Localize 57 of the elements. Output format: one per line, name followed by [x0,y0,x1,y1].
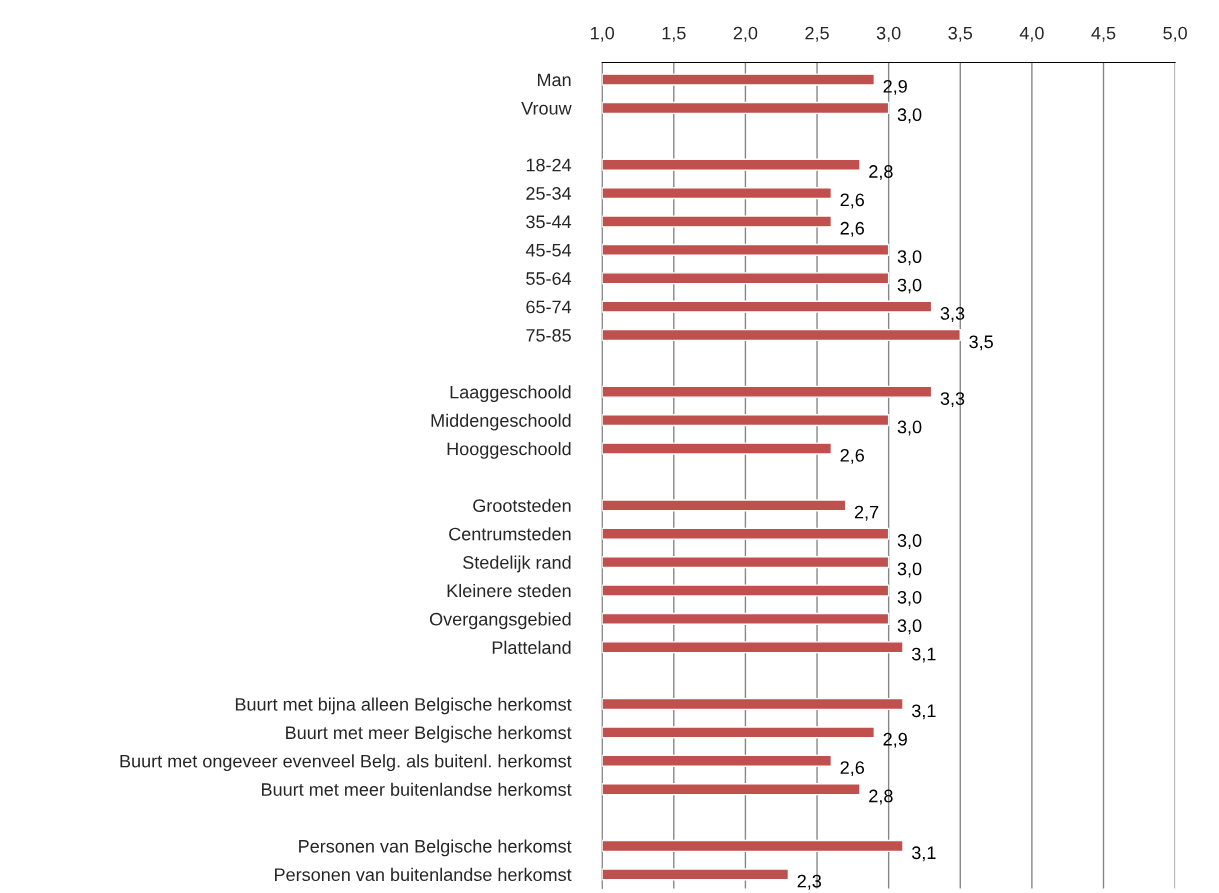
x-tick-label: 3,5 [948,26,973,42]
data-label: 2,6 [840,193,864,209]
y-tick-label: Grootsteden [473,498,571,513]
x-tick-label: 2,0 [733,26,758,42]
data-label: 3,0 [897,250,922,266]
data-label: 3,0 [897,534,922,550]
data-label: 2,8 [869,165,893,181]
data-label: 3,0 [897,562,922,578]
data-label: 2,9 [883,79,907,95]
y-tick-label: Personen van Belgische herkomst [299,839,572,857]
data-label: 2,8 [869,789,893,805]
data-label: 3,0 [897,619,922,635]
data-label: 3,0 [897,108,922,124]
x-tick-label: 4,0 [1019,26,1044,42]
data-label: 3,1 [912,704,936,720]
y-tick-label: Platteland [492,640,571,654]
y-tick-label: Man [537,73,571,87]
y-tick-label: Vrouw [521,102,572,115]
x-tick-label: 2,5 [805,26,829,42]
y-tick-label: Stedelijk rand [463,555,571,573]
y-tick-label: Personen van buitenlandse herkomst [275,867,572,882]
data-label: 3,0 [897,278,922,294]
y-tick-label: Buurt met meer Belgische herkomst [286,725,572,743]
x-tick-label: 1,0 [591,26,615,42]
x-tick-label: 3,0 [876,26,901,42]
data-label: 2,6 [840,221,864,237]
x-tick-label: 5,0 [1163,26,1187,42]
y-tick-label: 55-64 [526,272,572,285]
data-label: 3,3 [940,392,965,408]
y-tick-label: 45-54 [525,243,572,257]
data-label: 3,5 [969,335,993,351]
data-label: 3,0 [897,420,922,436]
y-tick-label: 25-34 [526,187,572,200]
y-tick-label: 65-74 [526,300,572,314]
y-tick-label: 75-85 [526,328,571,342]
y-tick-label: Laaggeschoold [450,385,571,403]
y-tick-label: Buurt met ongeveer evenveel Belg. als buitenl. herkomst [120,754,572,772]
y-tick-label: 18-24 [526,158,572,172]
y-tick-label: 35-44 [526,215,572,229]
data-label: 3,3 [940,307,965,322]
y-tick-label: Overgangsgebied [429,612,571,630]
y-tick-label: Centrumsteden [449,527,571,541]
data-label: 2,6 [840,761,864,777]
y-tick-label: Middengeschoold [431,413,571,431]
data-label: 2,9 [883,732,907,748]
x-tick-label: 4,5 [1091,26,1116,42]
data-label: 3,1 [912,846,936,862]
x-tick-label: 1,5 [662,26,686,42]
y-tick-label: Kleinere steden [447,583,571,598]
data-label: 2,7 [854,505,879,521]
y-tick-label: Buurt met meer buitenlandse herkomst [262,782,572,796]
y-tick-label: Hooggeschoold [447,442,571,459]
data-label: 3,0 [897,590,922,606]
data-label: 2,6 [840,448,864,464]
y-tick-label: Buurt met bijna alleen Belgische herkomst [235,697,572,715]
data-label: 2,3 [797,874,822,890]
data-label: 3,1 [912,647,936,663]
